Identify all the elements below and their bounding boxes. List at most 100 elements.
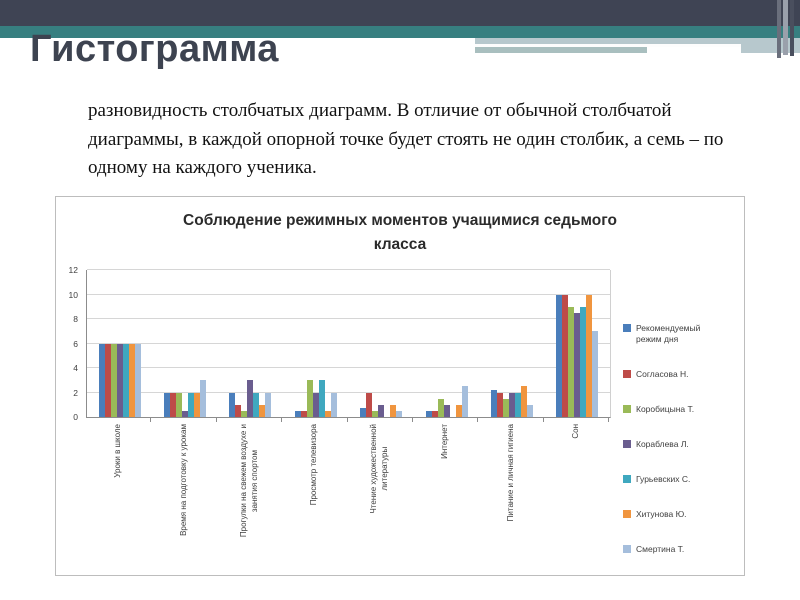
legend-swatch	[623, 510, 631, 519]
bar-group	[349, 270, 414, 417]
bar	[128, 343, 135, 417]
y-tick-label: 6	[73, 338, 78, 349]
bar	[574, 312, 581, 417]
x-category-label: Уроки в школе	[113, 424, 123, 478]
bar	[330, 392, 337, 417]
bar	[306, 380, 313, 417]
x-tick	[413, 418, 479, 422]
x-category-label: Интернет	[440, 424, 450, 459]
x-tick	[86, 418, 152, 422]
x-tick	[151, 418, 217, 422]
bar	[372, 410, 379, 417]
bar	[134, 343, 141, 417]
decor-band-gray	[475, 47, 647, 53]
decor-band-light	[475, 38, 800, 44]
y-tick-label: 2	[73, 387, 78, 398]
bar-group	[283, 270, 348, 417]
bar	[122, 343, 129, 417]
chart: Соблюдение режимных моментов учащимися с…	[55, 196, 745, 576]
bar	[253, 392, 260, 417]
legend-item: Коробицына Т.	[623, 404, 741, 415]
legend-item: Гурьевских С.	[623, 474, 741, 485]
y-tick-label: 4	[73, 363, 78, 374]
x-axis-labels: Уроки в школе Время на подготовку к урока…	[86, 424, 609, 574]
bar	[116, 343, 123, 417]
chart-title: Соблюдение режимных моментов учащимися с…	[183, 212, 617, 254]
bar	[455, 404, 462, 417]
gridline	[87, 342, 610, 344]
x-category-label: Просмотр телевизора	[309, 424, 319, 506]
bar	[170, 392, 177, 417]
y-tick-label: 8	[73, 314, 78, 325]
bar	[200, 380, 207, 417]
x-tick	[282, 418, 348, 422]
bar	[259, 404, 266, 417]
legend-swatch	[623, 370, 631, 379]
legend-swatch	[623, 405, 631, 414]
bar	[437, 398, 444, 417]
gridline	[87, 318, 610, 319]
bar-group	[218, 270, 283, 417]
bar	[461, 386, 468, 417]
legend-label: Рекомендуемый режим дня	[636, 323, 701, 345]
slide-title: Гистограмма	[30, 28, 279, 70]
legend-item: Кораблева Л.	[623, 439, 741, 450]
legend-label: Хитунова Ю.	[636, 509, 687, 520]
legend-label: Гурьевских С.	[636, 474, 691, 485]
bar	[562, 294, 569, 417]
legend-item: Рекомендуемый режим дня	[623, 323, 741, 345]
x-category-label: Питание и личная гигиена	[505, 424, 515, 522]
x-category-label: Время на подготовку к урокам	[178, 424, 188, 536]
bar	[568, 306, 575, 417]
bar	[294, 410, 301, 417]
header-teal-stripe	[0, 26, 800, 38]
bar	[164, 392, 171, 417]
y-tick-label: 0	[73, 412, 78, 422]
bar	[514, 392, 521, 417]
legend-label: Смертина Т.	[636, 544, 685, 555]
bar	[580, 306, 587, 417]
x-tick	[544, 418, 609, 422]
bar	[396, 410, 403, 417]
plot-area	[86, 269, 611, 418]
x-tick	[217, 418, 283, 422]
bar	[104, 343, 111, 417]
y-tick-label: 10	[68, 289, 78, 300]
bar	[378, 404, 385, 417]
x-tick	[478, 418, 544, 422]
legend-swatch	[623, 475, 631, 484]
bar	[110, 343, 117, 417]
header-dark-band	[0, 0, 800, 26]
bar	[265, 392, 272, 417]
bar	[318, 380, 325, 417]
bar	[526, 404, 533, 417]
legend-label: Кораблева Л.	[636, 439, 689, 450]
bar	[502, 398, 509, 417]
decor-band-right	[741, 44, 800, 53]
bar-groups	[87, 270, 610, 417]
decor-vertical-stripe	[777, 0, 781, 58]
bar	[241, 410, 248, 417]
bar	[229, 392, 236, 417]
bar	[312, 392, 319, 417]
x-axis-ticks	[86, 418, 609, 422]
bar-group	[479, 270, 544, 417]
bar	[182, 410, 189, 417]
bar	[431, 410, 438, 417]
bar	[425, 410, 432, 417]
bar	[235, 404, 242, 417]
gridline	[87, 391, 610, 393]
x-category-label: Чтение художественной литературы	[369, 424, 390, 514]
bar-group	[87, 270, 152, 417]
bar	[390, 404, 397, 417]
chart-legend: Рекомендуемый режим дня Согласова Н. Короб…	[623, 323, 741, 555]
slide-paragraph: разновидность столбчатых диаграмм. В отл…	[88, 100, 724, 178]
bar	[490, 390, 497, 417]
legend-swatch	[623, 324, 631, 332]
y-axis-labels: 0 2 4 6 8 10 12	[56, 265, 82, 422]
bar	[508, 392, 515, 417]
y-tick-label: 12	[68, 265, 78, 275]
bar	[366, 392, 373, 417]
decor-vertical-stripe	[790, 0, 794, 56]
